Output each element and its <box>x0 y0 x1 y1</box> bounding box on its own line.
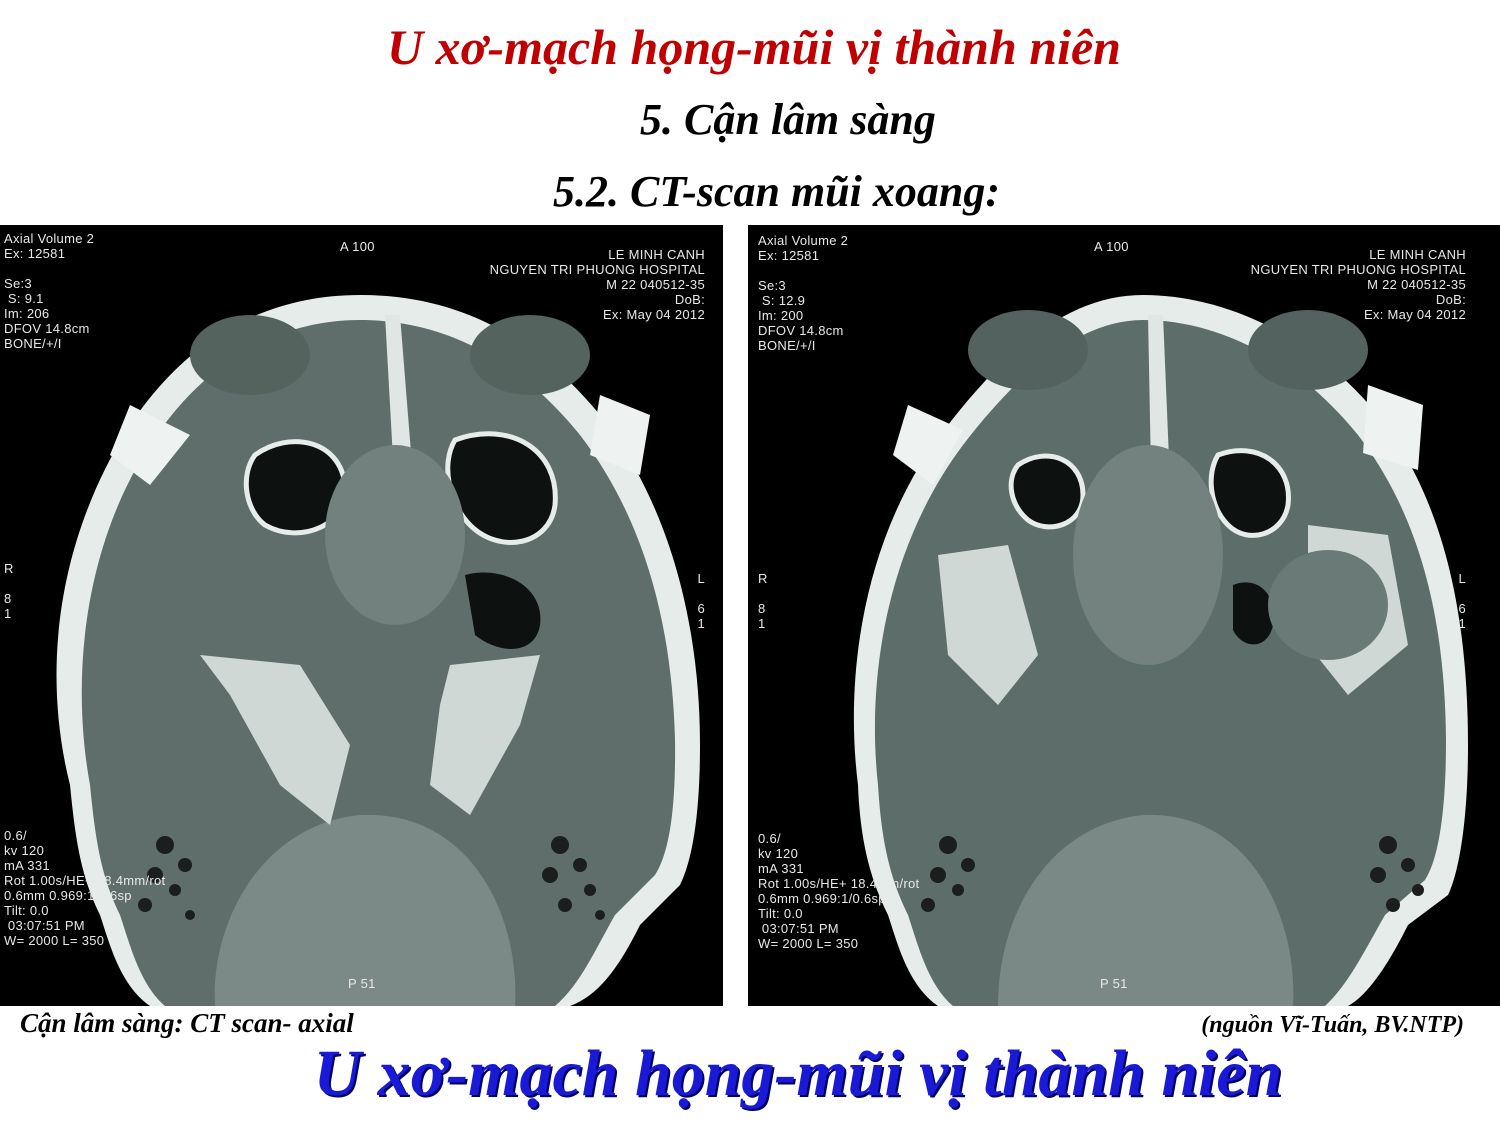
ct-scan-image-left: Axial Volume 2 Ex: 12581 Se:3 S: 9.1 Im:… <box>0 225 723 1006</box>
scan-right-top-center-label: A 100 <box>1094 239 1129 254</box>
caption-left: Cận lâm sàng: CT scan- axial <box>20 1008 354 1038</box>
scan-right-top-left-info: Axial Volume 2 Ex: 12581 Se:3 S: 12.9 Im… <box>758 233 849 353</box>
scan-left-top-right-info: LE MINH CANH NGUYEN TRI PHUONG HOSPITAL … <box>489 247 705 322</box>
scan-left-left-orientation: R 8 1 <box>4 561 14 621</box>
caption-source: (nguồn Vĩ-Tuấn, BV.NTP) <box>1201 1012 1464 1038</box>
scan-left-right-orientation: L 6 1 <box>697 571 705 631</box>
slide-title: U xơ-mạch họng-mũi vị thành niên <box>387 19 1121 75</box>
scan-left-top-center-label: A 100 <box>340 239 375 254</box>
scan-right-bottom-left-info: 0.6/ kv 120 mA 331 Rot 1.00s/HE+ 18.4mm/… <box>758 831 920 951</box>
scan-right-bottom-center-label: P 51 <box>1100 976 1128 991</box>
ct-scan-drawing-right <box>853 295 1468 1006</box>
ct-scan-image-right: Axial Volume 2 Ex: 12581 Se:3 S: 12.9 Im… <box>748 225 1500 1006</box>
scan-right-top-right-info: LE MINH CANH NGUYEN TRI PHUONG HOSPITAL … <box>1250 247 1466 322</box>
scan-right-left-orientation: R 8 1 <box>758 571 768 631</box>
scan-left-top-left-info: Axial Volume 2 Ex: 12581 Se:3 S: 9.1 Im:… <box>4 231 95 351</box>
scan-right-right-orientation: L 6 1 <box>1458 571 1466 631</box>
scan-left-bottom-left-info: 0.6/ kv 120 mA 331 Rot 1.00s/HE+ 18.4mm/… <box>4 828 166 948</box>
scan-left-bottom-center-label: P 51 <box>348 976 376 991</box>
ct-scan-drawing-left <box>56 295 700 1006</box>
subsection-heading: 5.2. CT-scan mũi xoang: <box>553 167 1001 216</box>
bottom-title: U xơ-mạch họng-mũi vị thành niên <box>313 1037 1283 1110</box>
section-heading: 5. Cận lâm sàng <box>640 95 936 144</box>
